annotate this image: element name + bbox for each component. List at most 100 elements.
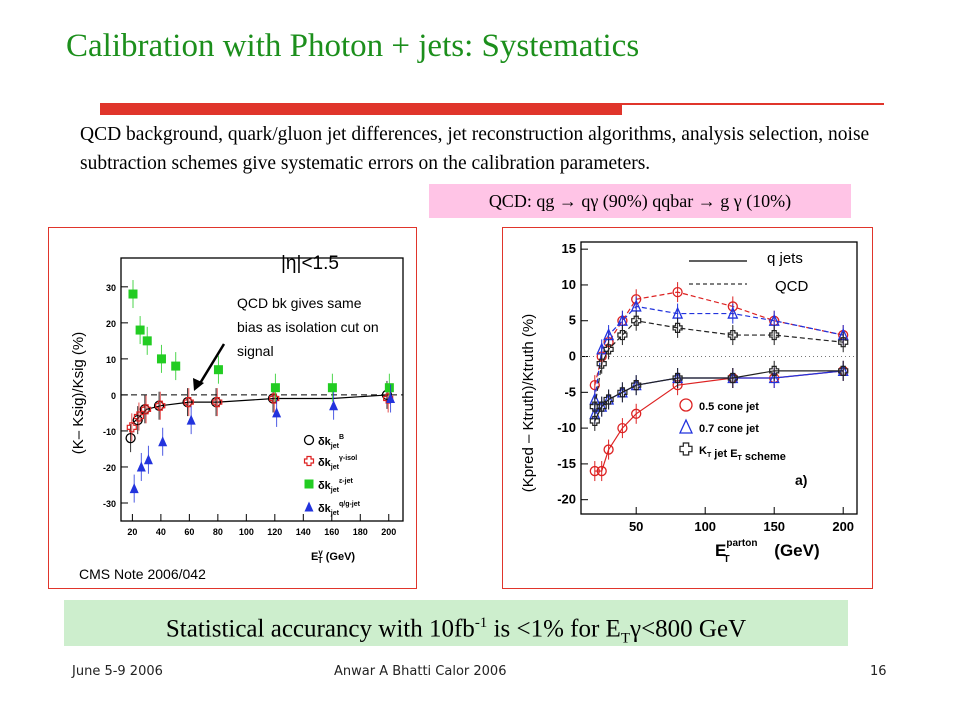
data-point xyxy=(213,365,223,375)
data-point xyxy=(142,336,152,346)
data-point xyxy=(769,365,780,376)
footer-page-number: 16 xyxy=(870,664,887,679)
x-tick-label: 160 xyxy=(324,527,339,537)
data-point xyxy=(384,383,394,393)
panel-tag: a) xyxy=(795,472,807,488)
y-axis-label: (K– Ksig)/Ksig (%) xyxy=(70,332,87,455)
data-point xyxy=(631,315,642,326)
legend-qcd: QCD xyxy=(775,278,809,295)
y-tick-label: 0 xyxy=(111,391,116,401)
data-point xyxy=(158,436,168,447)
legend-label: δkjetγ-isol xyxy=(318,455,357,471)
data-point xyxy=(631,380,642,391)
conclusion-box: Statistical accurancy with 10fb-1 is <1%… xyxy=(64,600,848,646)
y-tick-label: -30 xyxy=(103,499,116,509)
data-point xyxy=(769,329,780,341)
y-tick-label: -5 xyxy=(564,384,576,399)
data-point xyxy=(171,361,181,371)
data-point xyxy=(603,444,614,455)
x-tick-label: 50 xyxy=(629,519,643,534)
legend-marker xyxy=(304,479,314,489)
annotation-arrow xyxy=(197,343,226,386)
x-tick-label: 100 xyxy=(239,527,254,537)
annotation-arrow-head xyxy=(193,378,204,391)
data-point xyxy=(155,400,166,411)
y-tick-label: 5 xyxy=(569,313,576,328)
data-point xyxy=(589,401,600,412)
data-point xyxy=(617,422,628,434)
source-note: CMS Note 2006/042 xyxy=(79,566,206,582)
x-axis-label: Eγ T (GeV) xyxy=(311,548,355,565)
data-point xyxy=(596,358,607,369)
conclusion-sub: T xyxy=(620,630,631,647)
y-tick-label: -15 xyxy=(557,456,576,471)
x-tick-label: 200 xyxy=(381,527,396,537)
y-tick-label: -10 xyxy=(557,420,576,435)
x-tick-label: 100 xyxy=(694,519,716,534)
data-point xyxy=(672,322,683,333)
x-tick-label: 20 xyxy=(127,527,137,537)
y-tick-label: 15 xyxy=(562,241,576,256)
data-point xyxy=(143,454,153,465)
legend-qjets: q jets xyxy=(767,250,803,267)
data-point xyxy=(838,337,849,348)
data-point xyxy=(327,383,337,393)
data-point xyxy=(329,400,339,411)
left-plot-panel: 20 40 60 80 100 120 140 160 180 200 -30 -20 -10 0 10 20… xyxy=(48,227,417,589)
plot-frame xyxy=(580,241,858,515)
legend-marker xyxy=(304,501,314,512)
data-point xyxy=(128,289,138,299)
y-axis-label: (Kpred – Ktruth)/Ktruth (%) xyxy=(520,314,537,492)
footer-date: June 5-9 2006 xyxy=(72,664,163,679)
conclusion-sup: -1 xyxy=(474,615,488,631)
data-point xyxy=(133,411,145,422)
data-point xyxy=(212,397,223,408)
slide-title: Calibration with Photon + jets: Systemat… xyxy=(66,28,640,64)
data-point xyxy=(631,408,642,419)
x-tick-label: 180 xyxy=(353,527,368,537)
data-point xyxy=(617,329,628,341)
data-point xyxy=(126,422,137,433)
y-tick-label: 30 xyxy=(106,283,116,293)
qcd-curve xyxy=(594,320,844,407)
legend-marker xyxy=(303,434,315,446)
data-point xyxy=(129,483,139,494)
legend-label: δkjetε-jet xyxy=(318,478,353,494)
legend-marker xyxy=(679,442,693,456)
plot-frame xyxy=(120,257,404,522)
data-point xyxy=(156,354,166,364)
data-point xyxy=(589,465,600,477)
legend-marker xyxy=(678,418,694,434)
y-tick-label: 10 xyxy=(106,355,116,365)
x-tick-label: 80 xyxy=(213,527,223,537)
data-point xyxy=(270,383,280,393)
data-point xyxy=(727,329,738,341)
data-point xyxy=(386,393,396,404)
annotation-text: QCD bk gives same bias as isolation cut o… xyxy=(237,295,379,359)
title-rule-thick xyxy=(100,103,622,115)
y-tick-label: -10 xyxy=(103,427,116,437)
left-plot-svg: 20 40 60 80 100 120 140 160 180 200 -30 -20 -10 0 10 20… xyxy=(70,253,404,582)
y-tick-label: 20 xyxy=(106,319,116,329)
fit-curve xyxy=(131,394,389,425)
data-point xyxy=(672,286,683,298)
data-point xyxy=(272,407,282,418)
x-axis-label: Eparton T (GeV) xyxy=(715,538,820,565)
data-point xyxy=(727,306,739,319)
y-tick-label: -20 xyxy=(557,492,576,507)
conclusion-prefix: Statistical accurancy with 10fb xyxy=(165,615,475,643)
x-tick-label: 120 xyxy=(267,527,282,537)
data-point xyxy=(672,372,683,384)
y-tick-label: 10 xyxy=(562,277,576,292)
legend-series-label: 0.7 cone jet xyxy=(699,423,759,435)
x-tick-label: 60 xyxy=(184,527,194,537)
legend-label: δkjetq/g-jet xyxy=(318,501,361,517)
legend-marker xyxy=(679,398,693,412)
x-tick-label: 140 xyxy=(296,527,311,537)
data-point xyxy=(596,465,607,477)
x-tick-label: 150 xyxy=(763,519,785,534)
intro-text: QCD background, quark/gluon jet differen… xyxy=(80,124,870,174)
data-point xyxy=(603,394,614,405)
legend-label: δkjetB xyxy=(318,434,344,450)
